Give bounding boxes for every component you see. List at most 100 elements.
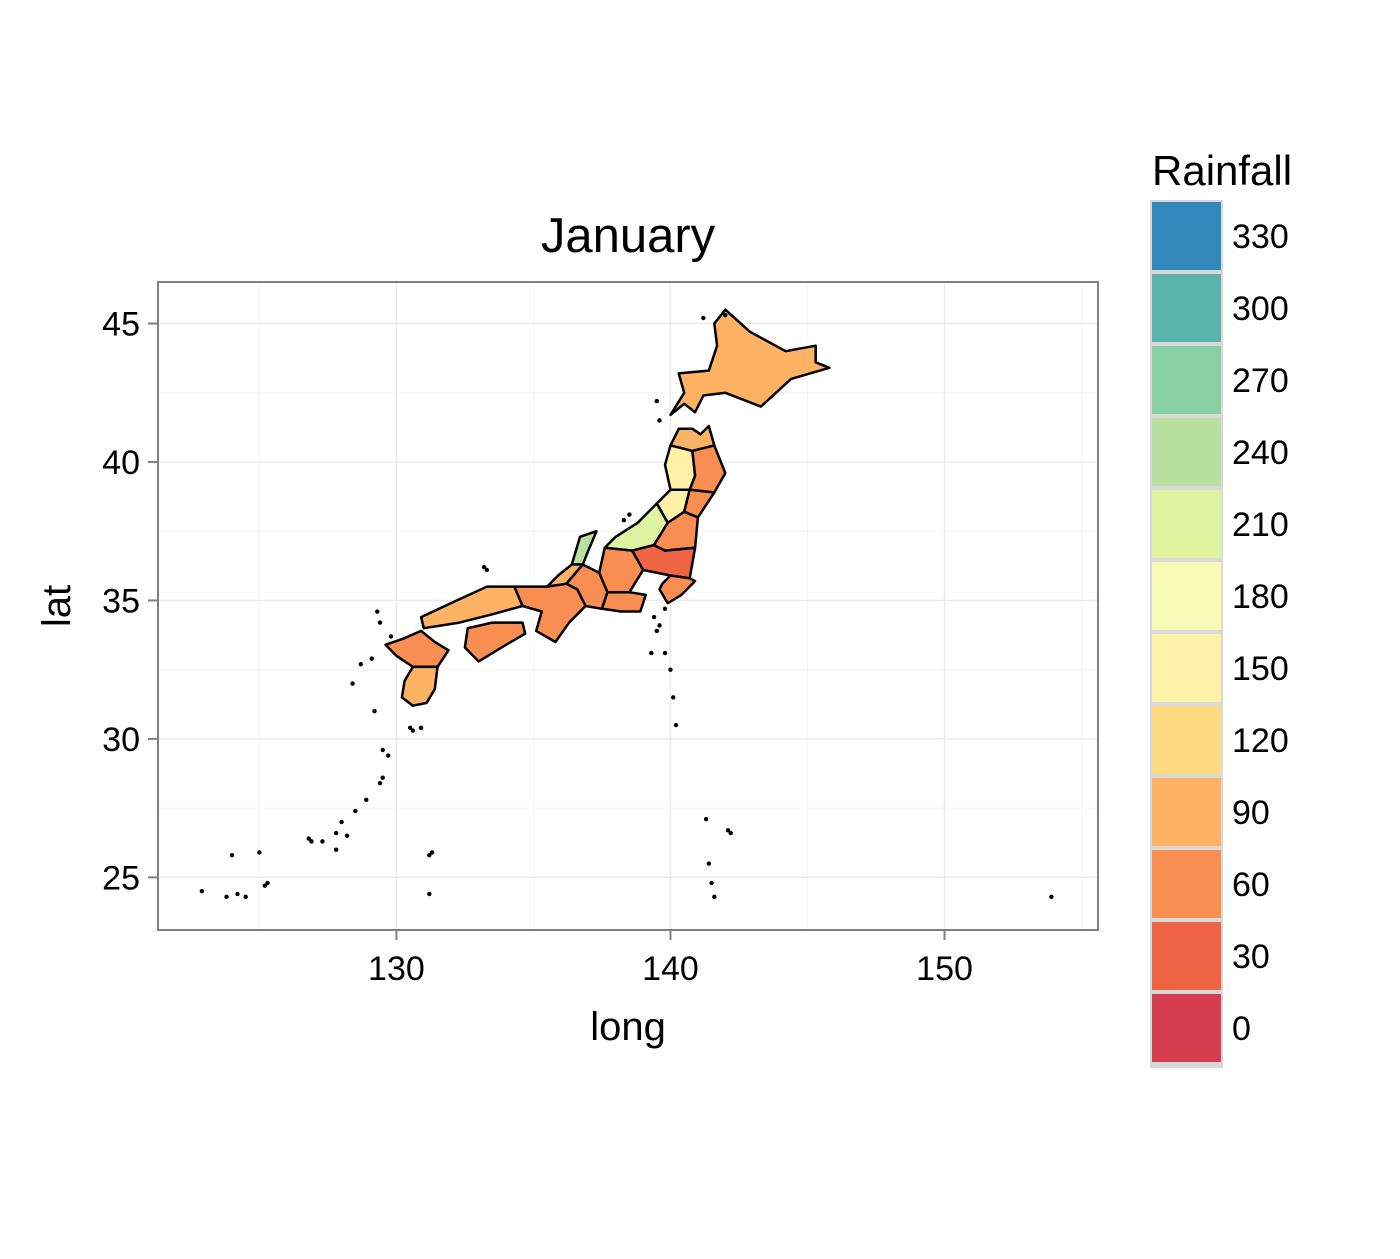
island-marker: [364, 797, 369, 803]
island-marker: [701, 315, 706, 321]
island-marker: [657, 418, 662, 423]
island-marker: [350, 681, 355, 686]
island-marker: [709, 880, 714, 886]
legend-key-label: 120: [1232, 722, 1289, 760]
island-marker: [651, 614, 657, 620]
legend-key-swatch: [1152, 418, 1221, 486]
island-marker: [243, 894, 248, 899]
island-marker: [257, 850, 262, 855]
island-marker: [229, 853, 235, 858]
legend-title: Rainfall: [1152, 147, 1292, 194]
legend-key-swatch: [1152, 490, 1221, 558]
island-marker: [725, 828, 731, 833]
island-marker: [410, 728, 416, 733]
island-marker: [723, 313, 728, 318]
island-marker: [703, 817, 709, 822]
legend-key-label: 0: [1232, 1010, 1251, 1048]
region-chugoku: [419, 585, 524, 630]
y-tick-label: 45: [102, 306, 140, 344]
island-marker: [649, 650, 654, 656]
island-marker: [712, 894, 717, 899]
island-marker: [662, 606, 668, 611]
island-marker: [344, 833, 350, 839]
island-marker: [358, 661, 363, 667]
island-marker: [380, 747, 385, 753]
legend-key-label: 30: [1232, 938, 1270, 976]
y-tick-label: 35: [102, 582, 140, 620]
x-tick-label: 150: [916, 950, 973, 988]
island-marker: [320, 839, 325, 844]
island-marker: [662, 650, 668, 656]
island-marker: [388, 634, 394, 639]
legend-key-label: 270: [1232, 362, 1289, 400]
island-marker: [306, 836, 311, 841]
island-marker: [657, 623, 662, 628]
island-marker: [427, 853, 432, 858]
panel-border: [157, 281, 1099, 931]
legend-key-swatch: [1152, 274, 1221, 342]
prefecture-regions: [384, 308, 831, 707]
y-tick-label: 30: [102, 721, 140, 759]
legend-key-label: 210: [1232, 506, 1289, 544]
island-marker: [377, 620, 383, 625]
island-marker: [380, 775, 385, 780]
legend-key-swatch: [1152, 634, 1221, 702]
legend-key-swatch: [1152, 346, 1221, 414]
island-marker: [673, 722, 679, 728]
island-marker: [353, 808, 358, 814]
island-marker: [386, 753, 391, 758]
island-marker: [262, 883, 268, 888]
island-marker: [333, 830, 339, 836]
y-axis-label: lat: [35, 585, 79, 627]
island-marker: [199, 889, 205, 894]
legend-key-swatch: [1152, 202, 1221, 270]
chart-title: January: [541, 209, 716, 263]
region-shikoku: [463, 621, 527, 663]
region-shizuoka: [600, 590, 648, 613]
island-marker: [427, 891, 432, 897]
legend-key-swatch: [1152, 778, 1221, 846]
region-akita: [663, 444, 697, 491]
island-marker: [429, 850, 435, 855]
island-marker: [235, 891, 240, 897]
legend-key-label: 180: [1232, 578, 1289, 616]
map-panel: [157, 281, 1099, 931]
legend-key-label: 150: [1232, 650, 1289, 688]
region-hokkaido: [669, 308, 831, 417]
island-marker: [418, 725, 424, 731]
island-markers: [199, 313, 1054, 899]
island-marker: [369, 656, 374, 661]
island-marker: [407, 725, 413, 731]
island-marker: [621, 517, 627, 523]
island-marker: [224, 894, 229, 899]
region-kyushu-south: [400, 665, 439, 707]
island-marker: [375, 609, 380, 614]
legend-key-swatch: [1152, 922, 1221, 990]
island-marker: [671, 695, 676, 700]
x-tick-label: 130: [368, 950, 425, 988]
legend-key-swatch: [1152, 706, 1221, 774]
y-tick-label: 25: [102, 859, 140, 897]
y-axis: 25 30 35 40 45: [102, 306, 158, 897]
island-marker: [1049, 894, 1054, 899]
island-marker: [728, 830, 733, 836]
island-marker: [627, 512, 632, 517]
island-marker: [481, 565, 487, 570]
island-marker: [333, 847, 339, 852]
region-chiba-kanto: [658, 574, 697, 605]
region-ishikawa: [570, 529, 598, 566]
island-marker: [654, 398, 659, 404]
island-marker: [668, 667, 673, 672]
legend-key-label: 330: [1232, 218, 1289, 256]
legend-key-swatch: [1152, 850, 1221, 918]
x-axis: 130 140 150: [368, 930, 973, 988]
island-marker: [377, 781, 383, 786]
island-marker: [339, 819, 344, 825]
island-marker: [654, 628, 659, 634]
x-tick-label: 140: [642, 950, 699, 988]
island-marker: [484, 567, 490, 573]
island-marker: [706, 861, 712, 866]
